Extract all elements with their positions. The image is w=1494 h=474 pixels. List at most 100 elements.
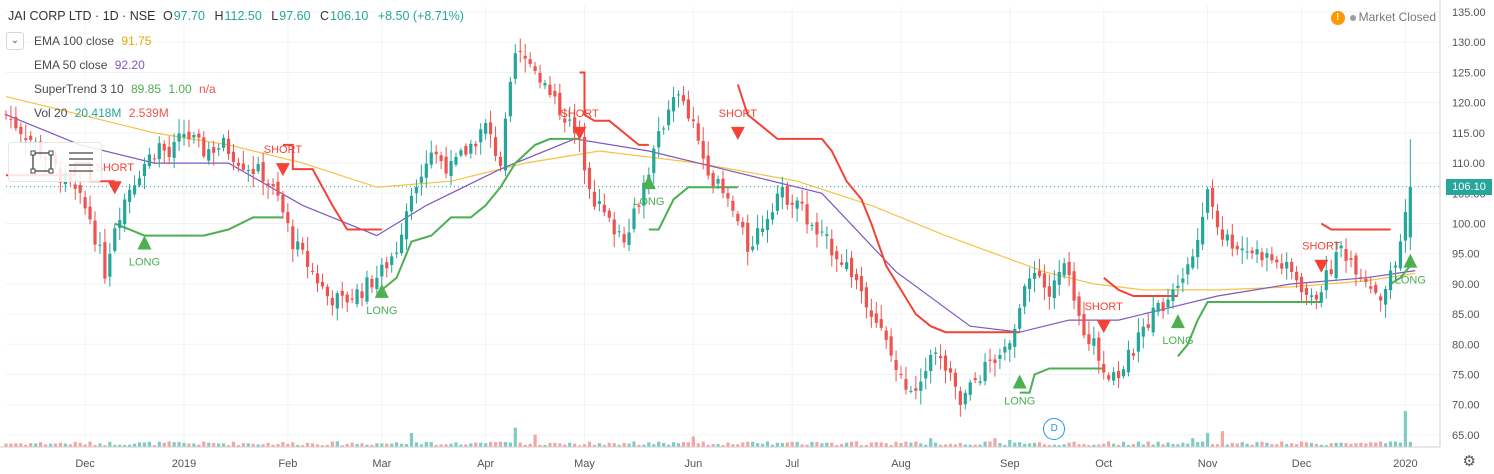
x-tick-label: Oct (1095, 458, 1112, 470)
candle-body (345, 294, 349, 303)
volume-bar (454, 442, 458, 447)
volume-bar (207, 442, 211, 447)
volume-bar (1107, 441, 1111, 447)
candle-body (1146, 324, 1150, 328)
volume-bar (1047, 444, 1051, 447)
candle-body (988, 359, 992, 361)
drawing-tools-icons (30, 150, 93, 174)
open-value: 97.70 (173, 9, 205, 23)
volume-bar (637, 444, 641, 447)
candle-body (874, 313, 878, 323)
candle-body (1047, 286, 1051, 297)
candle-body (587, 167, 592, 190)
volume-bar (775, 442, 779, 447)
candle-body (800, 201, 804, 204)
ema50-value: 92.20 (114, 58, 145, 72)
volume-bar (909, 442, 913, 447)
candle-body (1285, 261, 1289, 269)
volume-bar (380, 443, 384, 447)
volume-bar (533, 434, 537, 447)
candle-body (1116, 370, 1121, 379)
volume-bar (375, 443, 379, 447)
volume-bar (217, 443, 221, 447)
symbol-title[interactable]: JAI CORP LTD · 1D · NSE (8, 9, 156, 23)
candle-body (533, 66, 537, 71)
volume-bar (924, 444, 928, 447)
candle-body (266, 183, 270, 186)
volume-bar (1156, 441, 1160, 447)
candle-body (845, 262, 849, 270)
volume-bar (88, 441, 92, 447)
candle-body (152, 158, 156, 160)
volume-bar (385, 443, 389, 447)
candle-body (1077, 296, 1081, 316)
dividend-marker[interactable]: D (1043, 418, 1066, 440)
candle-body (306, 251, 310, 267)
candle-body (454, 156, 458, 165)
candle-body (1003, 346, 1007, 353)
candle-body (172, 141, 176, 158)
volume-bar (632, 441, 636, 447)
volume-bar (128, 444, 132, 447)
volume-bar (34, 443, 38, 447)
volume-bar (484, 443, 488, 447)
volume-bar (395, 442, 399, 447)
volume-bar (582, 444, 587, 447)
volume-bar (800, 444, 804, 447)
candle-body (385, 262, 389, 269)
candle-body (810, 224, 814, 226)
candle-body (721, 178, 725, 194)
volume-bar (597, 443, 601, 447)
legend-ema100[interactable]: EMA 100 close 91.75 (34, 34, 155, 48)
supertrend-segment (1019, 367, 1104, 394)
fib-lines-tool-icon (69, 152, 93, 172)
candle-body (83, 197, 87, 209)
last-price-tag: 106.10 (1446, 178, 1492, 195)
y-tick-label: 125.00 (1452, 67, 1486, 79)
volume-bar (157, 441, 161, 447)
drawing-toolbar[interactable] (8, 142, 102, 182)
volume-bar (1037, 442, 1042, 447)
volume-bar (508, 442, 512, 447)
volume-bar (879, 442, 883, 447)
volume-bar (231, 441, 236, 447)
ema50-label: EMA 50 close (34, 58, 108, 72)
short-arrow (1096, 320, 1111, 334)
candle-body (488, 122, 493, 135)
chevron-down-icon[interactable]: ⌄ (6, 32, 24, 50)
candle-body (301, 242, 305, 250)
volume-bar (1023, 443, 1027, 447)
candle-body (439, 155, 443, 162)
volume-label: Vol 20 (34, 106, 68, 120)
volume-bar (152, 445, 156, 447)
legend-ema50[interactable]: EMA 50 close 92.20 (34, 58, 149, 72)
candle-body (1275, 259, 1279, 263)
volume-bar (696, 443, 700, 447)
candle-body (869, 310, 873, 317)
volume-bar (444, 444, 448, 447)
volume-bar (825, 442, 829, 447)
warning-icon[interactable]: ! (1330, 10, 1345, 25)
candle-body (1141, 326, 1145, 337)
candle-body (162, 143, 166, 151)
volume-bar (869, 442, 873, 447)
gear-icon[interactable]: ⚙ (1462, 453, 1476, 470)
volume-bar (1393, 441, 1398, 447)
market-status: ! Market Closed (1330, 10, 1436, 25)
legend-volume[interactable]: Vol 20 20.418M 2.539M (34, 106, 173, 120)
volume-bar (14, 443, 18, 447)
legend-supertrend[interactable]: SuperTrend 3 10 89.85 1.00 n/a (34, 82, 220, 96)
volume-bar (815, 441, 819, 447)
candle-body (731, 200, 735, 211)
volume-bar (662, 442, 666, 447)
volume-bar (266, 442, 270, 447)
candle-body (24, 138, 28, 140)
ema100-value: 91.75 (121, 34, 152, 48)
volume-bar (488, 441, 493, 447)
y-tick-label: 70.00 (1452, 400, 1480, 412)
candle-body (157, 143, 161, 160)
volume-bar (1018, 442, 1022, 447)
x-tick-label: Nov (1198, 458, 1218, 470)
supertrend-direction: 1.00 (168, 82, 192, 96)
